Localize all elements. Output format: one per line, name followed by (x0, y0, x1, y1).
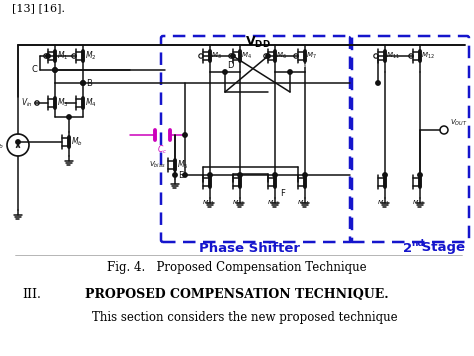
Text: $M_2$: $M_2$ (85, 50, 97, 62)
Text: PROPOSED COMPENSATION TECHNIQUE.: PROPOSED COMPENSATION TECHNIQUE. (85, 288, 389, 300)
Text: [13] [16].: [13] [16]. (12, 3, 65, 13)
Text: $V_{in}$: $V_{in}$ (21, 97, 33, 109)
Circle shape (273, 173, 277, 177)
Text: Fig. 4.   Proposed Compensation Technique: Fig. 4. Proposed Compensation Technique (107, 262, 367, 274)
Text: $M_{n2}$: $M_{n2}$ (232, 198, 244, 207)
Text: $M_{12}$: $M_{12}$ (421, 51, 435, 61)
Text: nd: nd (411, 240, 424, 248)
Circle shape (183, 173, 187, 177)
Text: $M_{n1}$: $M_{n1}$ (202, 198, 214, 207)
Text: C: C (31, 66, 37, 74)
Text: $M_{n3}$: $M_{n3}$ (267, 198, 279, 207)
Circle shape (208, 173, 212, 177)
Text: $M_6$: $M_6$ (276, 51, 287, 61)
Text: $M_5$: $M_5$ (177, 159, 189, 171)
Circle shape (46, 54, 50, 58)
Text: $I_b$: $I_b$ (0, 139, 4, 151)
Text: Stage: Stage (417, 241, 465, 255)
Text: $M_{n4}$: $M_{n4}$ (297, 198, 310, 207)
Text: This section considers the new proposed technique: This section considers the new proposed … (77, 310, 397, 324)
Text: $\mathbf{V_{DD}}$: $\mathbf{V_{DD}}$ (245, 35, 271, 49)
Text: $M_{11}$: $M_{11}$ (386, 51, 400, 61)
Text: F: F (280, 188, 285, 198)
Circle shape (376, 81, 380, 85)
Text: $M_b$: $M_b$ (71, 136, 83, 148)
Circle shape (81, 81, 85, 85)
Text: $M_{o2}$: $M_{o2}$ (412, 198, 424, 207)
Circle shape (238, 173, 242, 177)
Circle shape (67, 115, 71, 119)
Text: 2: 2 (403, 241, 412, 255)
Text: $M_{o1}$: $M_{o1}$ (377, 198, 389, 207)
Text: $M_4$: $M_4$ (85, 97, 97, 109)
Circle shape (81, 81, 85, 85)
Text: $M_7$: $M_7$ (307, 51, 317, 61)
Circle shape (53, 68, 57, 72)
Circle shape (173, 173, 177, 177)
Circle shape (303, 173, 307, 177)
Circle shape (231, 54, 235, 58)
Text: $V_{OUT}$: $V_{OUT}$ (450, 118, 467, 128)
Text: $V_{bias}$: $V_{bias}$ (149, 160, 166, 170)
Circle shape (16, 140, 20, 144)
Circle shape (183, 133, 187, 137)
Circle shape (223, 70, 227, 74)
Text: D: D (227, 62, 234, 70)
Text: Phase Shifter: Phase Shifter (200, 241, 301, 255)
Circle shape (288, 70, 292, 74)
Text: $M_3$: $M_3$ (57, 97, 69, 109)
Circle shape (418, 173, 422, 177)
Circle shape (383, 173, 387, 177)
Text: $M_1$: $M_1$ (57, 50, 68, 62)
Circle shape (53, 68, 57, 72)
Circle shape (266, 54, 270, 58)
Text: III.: III. (22, 288, 41, 300)
Text: $M_3$: $M_3$ (211, 51, 222, 61)
Text: $C_c$: $C_c$ (157, 144, 167, 157)
Text: $M_4$: $M_4$ (241, 51, 252, 61)
Text: E: E (178, 171, 183, 179)
Text: F (was: ignore): F (was: ignore) (292, 63, 333, 68)
Text: B: B (86, 79, 92, 88)
